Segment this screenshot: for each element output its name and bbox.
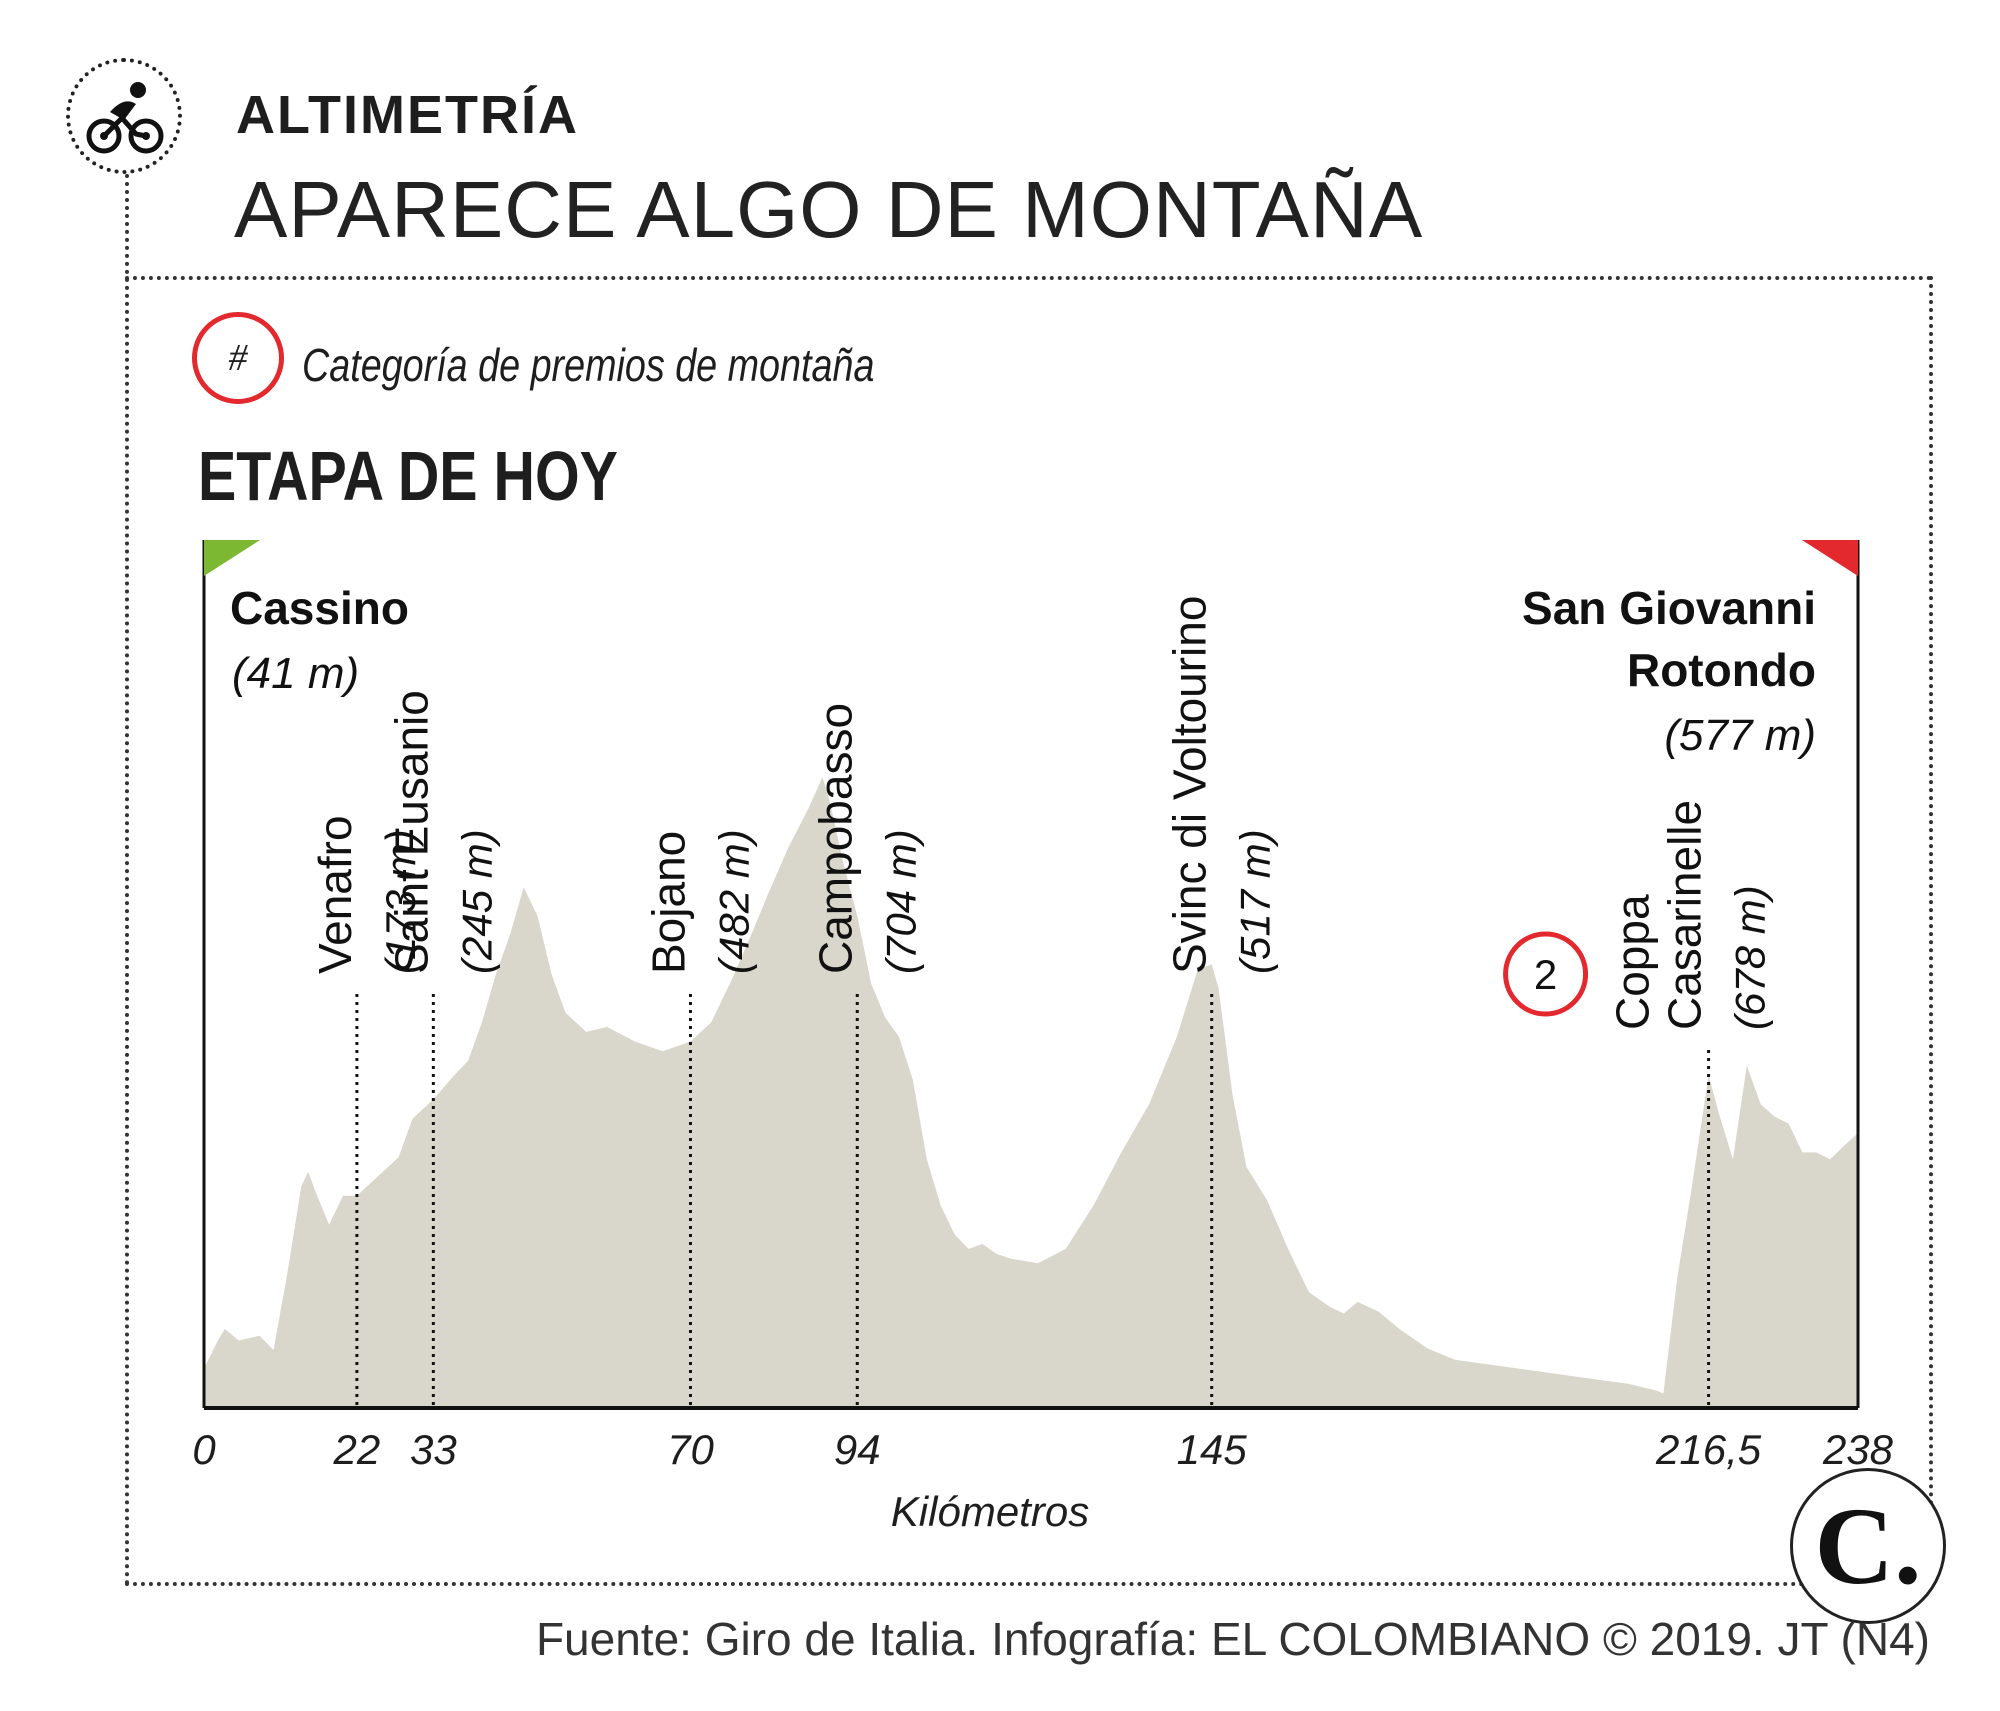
waypoint-name-label: Bojano (642, 831, 694, 974)
waypoint-name-label: Venafro (309, 815, 361, 974)
section-kicker: ALTIMETRÍA (236, 85, 579, 145)
decorative-dotted-line (125, 174, 129, 1586)
x-tick-label: 216,5 (1655, 1426, 1762, 1473)
waypoint-altitude-label: (173 m) (377, 829, 424, 974)
waypoint-name-label: Saint Eusanio (385, 690, 437, 974)
finish-town-label: Rotondo (1627, 644, 1816, 696)
waypoint-name-label: Svinc di Voltourino (1164, 596, 1216, 974)
x-tick-label: 94 (834, 1426, 881, 1473)
x-tick-label: 0 (192, 1426, 216, 1473)
brand-logo: C. (1790, 1468, 1946, 1624)
start-altitude-label: (41 m) (232, 649, 359, 698)
x-tick-label: 22 (333, 1426, 381, 1473)
waypoint-altitude-label: (517 m) (1232, 829, 1279, 974)
legend-category-marker: # (192, 312, 284, 404)
x-tick-label: 145 (1177, 1426, 1248, 1473)
finish-town-label: San Giovanni (1522, 582, 1816, 634)
waypoint-name-label: Coppa (1607, 894, 1659, 1030)
finish-altitude-label: (577 m) (1664, 711, 1816, 760)
mountain-category-ring (1503, 931, 1589, 1017)
waypoint-altitude-label: (245 m) (453, 829, 500, 974)
waypoint-name-label: Casarinelle (1659, 800, 1711, 1030)
cyclist-icon (86, 82, 164, 154)
page-title: APARECE ALGO DE MONTAÑA (234, 165, 1424, 254)
stage-title: ETAPA DE HOY (198, 437, 618, 515)
section-badge (66, 58, 182, 174)
start-flag (204, 540, 260, 576)
source-credit: Fuente: Giro de Italia. Infografía: EL C… (535, 1613, 1930, 1665)
mountain-category-label: 2 (1534, 951, 1557, 998)
chart-frame (125, 276, 1933, 1586)
start-town-label: Cassino (230, 582, 409, 634)
waypoint-name-label: Campobasso (809, 703, 861, 974)
x-tick-label: 33 (410, 1426, 457, 1473)
x-tick-label: 70 (667, 1426, 714, 1473)
waypoint-altitude-label: (704 m) (877, 829, 924, 974)
finish-flag (1802, 540, 1858, 576)
x-tick-label: 238 (1822, 1426, 1894, 1473)
waypoint-altitude-label: (482 m) (710, 829, 757, 974)
x-axis-label: Kilómetros (891, 1488, 1089, 1535)
legend-text: Categoría de premios de montaña (302, 339, 875, 391)
profile-area (204, 777, 1858, 1408)
waypoint-altitude-label: (678 m) (1727, 885, 1774, 1030)
